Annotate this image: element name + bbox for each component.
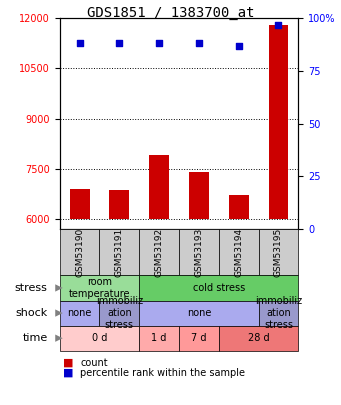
Text: time: time	[23, 333, 48, 343]
Text: none: none	[187, 308, 211, 318]
Text: 0 d: 0 d	[92, 333, 107, 343]
Bar	[269, 25, 288, 219]
Text: 1 d: 1 d	[151, 333, 167, 343]
Bar	[70, 189, 89, 219]
Text: room
temperature: room temperature	[69, 277, 130, 299]
Text: ■: ■	[63, 358, 74, 368]
Point	[157, 40, 162, 47]
Text: GSM53190: GSM53190	[75, 228, 84, 277]
Text: stress: stress	[15, 283, 48, 293]
Text: percentile rank within the sample: percentile rank within the sample	[80, 368, 245, 378]
Text: count: count	[80, 358, 108, 368]
Bar	[149, 155, 169, 219]
Bar	[189, 172, 209, 219]
Text: GSM53195: GSM53195	[274, 228, 283, 277]
Bar	[229, 195, 249, 219]
Text: GSM53192: GSM53192	[154, 228, 164, 277]
Text: cold stress: cold stress	[193, 283, 245, 293]
Point	[77, 40, 82, 47]
Text: ■: ■	[63, 368, 74, 378]
Text: immobiliz
ation
stress: immobiliz ation stress	[255, 296, 302, 330]
Point	[196, 40, 202, 47]
Text: none: none	[68, 308, 92, 318]
Point	[236, 43, 241, 49]
Text: 28 d: 28 d	[248, 333, 269, 343]
Text: 7 d: 7 d	[191, 333, 207, 343]
Bar	[109, 190, 129, 219]
Point	[276, 21, 281, 28]
Point	[117, 40, 122, 47]
Text: GSM53191: GSM53191	[115, 228, 124, 277]
Text: immobiliz
ation
stress: immobiliz ation stress	[96, 296, 143, 330]
Text: GSM53193: GSM53193	[194, 228, 204, 277]
Text: GDS1851 / 1383700_at: GDS1851 / 1383700_at	[87, 6, 254, 20]
Text: GSM53194: GSM53194	[234, 228, 243, 277]
Text: shock: shock	[15, 308, 48, 318]
